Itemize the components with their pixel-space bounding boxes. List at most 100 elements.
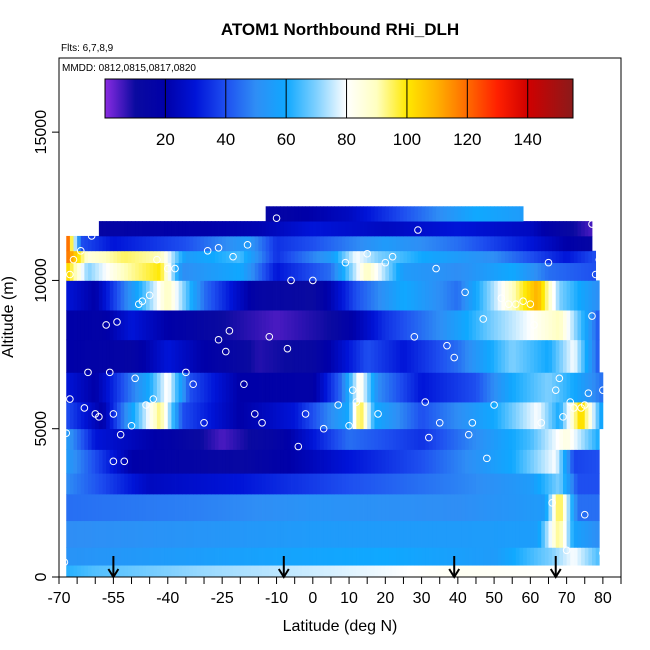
heatmap-cell <box>240 449 245 474</box>
heatmap-cell <box>320 372 325 403</box>
heatmap-cell <box>577 520 582 548</box>
heatmap-cell <box>403 402 408 430</box>
heatmap-cell <box>407 473 412 495</box>
heatmap-cell <box>66 547 71 566</box>
heatmap-cell <box>559 449 564 474</box>
heatmap-cell <box>570 547 575 566</box>
heatmap-cell <box>258 493 263 522</box>
heatmap-cell <box>160 221 165 237</box>
heatmap-cell <box>211 428 216 450</box>
heatmap-cell <box>106 520 111 548</box>
heatmap-cell <box>530 262 535 281</box>
heatmap-cell <box>106 235 111 252</box>
heatmap-cell <box>106 262 111 281</box>
heatmap-cell <box>378 206 383 222</box>
heatmap-cell <box>117 250 122 264</box>
heatmap-cell <box>178 565 183 577</box>
heatmap-cell <box>591 449 597 474</box>
heatmap-cell <box>204 250 209 264</box>
heatmap-cell <box>207 520 212 548</box>
heatmap-cell <box>497 262 502 281</box>
heatmap-cell <box>171 547 176 566</box>
heatmap-cell <box>486 280 491 311</box>
heatmap-cell <box>189 280 194 311</box>
heatmap-cell <box>475 402 480 430</box>
heatmap-cell <box>247 280 252 311</box>
heatmap-cell <box>291 428 296 450</box>
colorbar-tick-label: 40 <box>216 130 235 149</box>
heatmap-cell <box>102 372 107 403</box>
heatmap-cell <box>504 493 509 522</box>
heatmap-cell <box>175 339 180 373</box>
heatmap-cell <box>443 547 448 566</box>
heatmap-cell <box>156 493 161 522</box>
heatmap-cell <box>222 428 227 450</box>
data-point <box>109 457 118 466</box>
heatmap-cell <box>494 547 499 566</box>
heatmap-cell <box>109 280 114 311</box>
heatmap-cell <box>272 565 277 577</box>
heatmap-cell <box>283 310 288 341</box>
heatmap-cell <box>254 493 259 522</box>
heatmap-cell <box>131 402 136 430</box>
heatmap-cell <box>312 402 317 430</box>
heatmap-cell <box>483 250 488 264</box>
heatmap-cell <box>385 428 390 450</box>
heatmap-cell <box>367 206 372 222</box>
heatmap-cell <box>515 250 520 264</box>
heatmap-cell <box>443 372 448 403</box>
heatmap-cell <box>425 565 430 577</box>
data-point <box>483 454 491 463</box>
heatmap-cell <box>146 372 151 403</box>
heatmap-cell <box>552 250 557 264</box>
heatmap-cell <box>388 280 393 311</box>
heatmap-cell <box>233 372 238 403</box>
data-point <box>555 374 564 383</box>
heatmap-cell <box>240 428 245 450</box>
heatmap-cell <box>283 221 288 237</box>
heatmap-cell <box>240 473 245 495</box>
heatmap-cell <box>381 547 386 566</box>
heatmap-cell <box>200 449 205 474</box>
heatmap-cell <box>399 235 404 252</box>
heatmap-cell <box>501 339 506 373</box>
heatmap-cell <box>562 428 568 450</box>
heatmap-cell <box>251 310 256 341</box>
heatmap-cell <box>106 493 111 522</box>
heatmap-cell <box>341 339 346 373</box>
heatmap-cell <box>570 339 575 373</box>
heatmap-cell <box>243 262 248 281</box>
heatmap-cell <box>258 473 263 495</box>
heatmap-cell <box>153 520 158 548</box>
heatmap-cell <box>323 402 328 430</box>
heatmap-cell <box>450 493 455 522</box>
heatmap-cell <box>287 235 292 252</box>
heatmap-cell <box>356 402 361 430</box>
heatmap-cell <box>102 402 107 430</box>
heatmap-cell <box>77 250 82 264</box>
heatmap-cell <box>515 206 520 222</box>
heatmap-cell <box>298 339 303 373</box>
heatmap-cell <box>581 402 586 430</box>
heatmap-cell <box>454 262 459 281</box>
heatmap-cell <box>591 547 597 566</box>
heatmap-cell <box>95 280 100 311</box>
heatmap-cell <box>312 250 317 264</box>
heatmap-cell <box>443 493 448 522</box>
heatmap-cell <box>446 402 451 430</box>
heatmap-cell <box>512 402 517 430</box>
heatmap-cell <box>149 493 154 522</box>
heatmap-cell <box>276 493 281 522</box>
heatmap-cell <box>138 493 143 522</box>
heatmap-cell <box>378 449 383 474</box>
heatmap-cell <box>80 473 85 495</box>
heatmap-cell <box>374 339 379 373</box>
heatmap-cell <box>588 520 593 548</box>
heatmap-cell <box>363 310 368 341</box>
heatmap-cell <box>555 250 560 264</box>
heatmap-cell <box>153 280 158 311</box>
heatmap-cell <box>392 449 397 474</box>
heatmap-cell <box>204 310 209 341</box>
heatmap-cell <box>378 280 383 311</box>
heatmap-cell <box>519 221 524 237</box>
